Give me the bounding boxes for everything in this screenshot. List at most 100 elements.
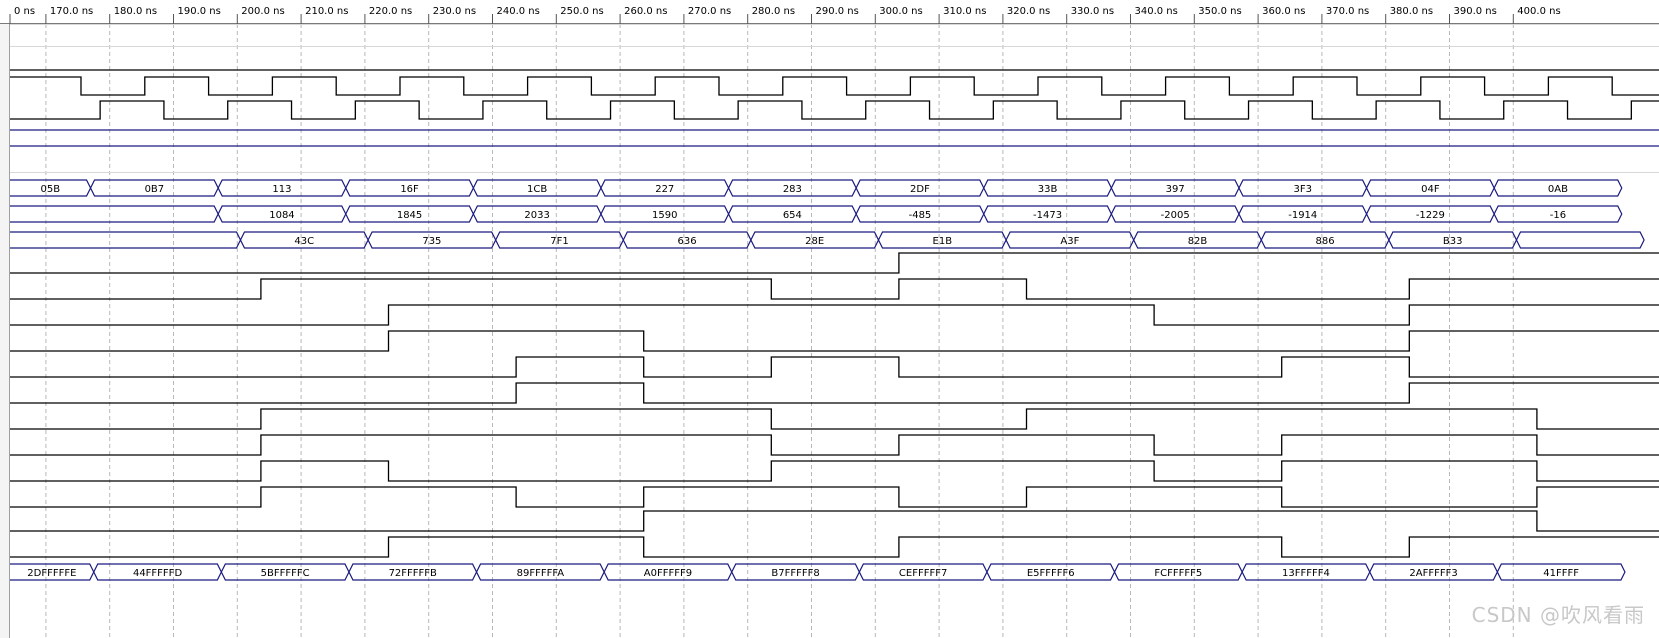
ruler-label: 380.0 ns: [1390, 6, 1433, 17]
ruler-label: 300.0 ns: [879, 6, 922, 17]
bus-value: 33B: [1038, 184, 1058, 195]
bus-value: 2033: [524, 210, 549, 221]
logic-wave: [10, 434, 1659, 456]
bus-segment: [1515, 231, 1645, 249]
ruler-label: 210.0 ns: [305, 6, 348, 17]
bus-segment: [1369, 563, 1499, 581]
logic-wave: [10, 486, 1659, 508]
bus-value: 3F3: [1294, 184, 1312, 195]
bus-value: 28E: [805, 236, 824, 247]
signal-row-1[interactable]: [10, 76, 1659, 96]
ruler-label: 320.0 ns: [1007, 6, 1050, 17]
bus-segment: [217, 205, 347, 223]
bus-value: 397: [1166, 184, 1185, 195]
ruler-label: 0 ns: [14, 6, 35, 17]
logic-wave: [10, 510, 1659, 532]
bus-segment: [345, 179, 475, 197]
bus-segment: [1493, 179, 1623, 197]
bus-segment: [1496, 563, 1626, 581]
bus-segment: [472, 205, 602, 223]
signal-name-gutter[interactable]: [0, 0, 10, 638]
signal-row-10[interactable]: [10, 278, 1659, 300]
bus-value: 0B7: [145, 184, 165, 195]
bus-value: 89FFFFFA: [517, 568, 565, 579]
bus-value: 04F: [1421, 184, 1440, 195]
ruler-label: 200.0 ns: [241, 6, 284, 17]
bus-segment: [858, 563, 988, 581]
bus-segment: [93, 563, 223, 581]
signal-row-9[interactable]: [10, 252, 1659, 274]
signal-row-20[interactable]: [10, 536, 1659, 558]
bus-segment: [1110, 179, 1240, 197]
signal-row-6[interactable]: 05B 0B7 113 16F 1CB 227 283 2DF 33B 397 3F3 04F 0AB: [10, 179, 1623, 197]
signal-row-19[interactable]: [10, 510, 1659, 532]
bus-value: 735: [422, 236, 441, 247]
bus-value: B33: [1443, 236, 1463, 247]
bus-segment: [367, 231, 497, 249]
bus-value: 1590: [652, 210, 677, 221]
bus-value: 227: [655, 184, 674, 195]
ruler-label: 220.0 ns: [369, 6, 412, 17]
bus-value: 0AB: [1548, 184, 1568, 195]
bus-segment: [1238, 205, 1368, 223]
signal-row-14[interactable]: [10, 382, 1659, 404]
signal-row-13[interactable]: [10, 356, 1659, 378]
bus-segment: [10, 205, 219, 223]
bus-value: 636: [678, 236, 697, 247]
bus-segment: [600, 205, 730, 223]
bus-segment: [986, 563, 1116, 581]
bus-segment: [1493, 205, 1623, 223]
bus-value: A3F: [1060, 236, 1079, 247]
signal-row-7[interactable]: 1084 1845 2033 1590 654 -485 -1473 -2005 -1914 -1…: [10, 205, 1623, 223]
bus-value: E5FFFFF6: [1027, 568, 1075, 579]
bus-segment: [1388, 231, 1518, 249]
bus-value: 283: [783, 184, 802, 195]
bus-segment: [1365, 179, 1495, 197]
time-ruler[interactable]: 0 ns 170.0 ns 180.0 ns 190.0 ns 200.0 ns 210.…: [0, 0, 1659, 24]
signal-row-15[interactable]: [10, 408, 1659, 430]
ruler-label: 260.0 ns: [624, 6, 667, 17]
ruler-label: 240.0 ns: [497, 6, 540, 17]
clock-wave: [10, 76, 1659, 96]
ruler-label: 230.0 ns: [433, 6, 476, 17]
bus-value: 2AFFFFF3: [1409, 568, 1457, 579]
bus-segment: [239, 231, 369, 249]
bus-segment: [727, 205, 857, 223]
bus-segment: [495, 231, 624, 249]
bus-value: -16: [1550, 210, 1566, 221]
bus-segment: [622, 231, 752, 249]
bus-value: 13FFFFF4: [1282, 568, 1330, 579]
signal-row-8[interactable]: 43C 735 7F1 636 28E E1B A3F 82B 886 B33: [10, 231, 1645, 249]
bus-segment: [600, 179, 730, 197]
bus-segment: [475, 563, 605, 581]
signal-row-12[interactable]: [10, 330, 1659, 352]
logic-wave: [10, 408, 1659, 430]
signal-row-11[interactable]: [10, 304, 1659, 326]
signal-row-17[interactable]: [10, 460, 1659, 482]
bus-value: 7F1: [550, 236, 568, 247]
bus-segment: [1133, 231, 1262, 249]
bus-value: 5BFFFFFC: [261, 568, 310, 579]
bus-segment: [472, 179, 602, 197]
signal-row-2[interactable]: [10, 100, 1659, 120]
bus-segment: [855, 179, 985, 197]
signal-row-16[interactable]: [10, 434, 1659, 456]
bus-value: B7FFFFF8: [771, 568, 819, 579]
bus-value: 43C: [294, 236, 314, 247]
bus-segment: [1113, 563, 1243, 581]
bus-segment: [750, 231, 880, 249]
bus-value: 886: [1316, 236, 1335, 247]
ruler-label: 290.0 ns: [816, 6, 859, 17]
logic-wave: [10, 356, 1659, 378]
bus-value: -1229: [1416, 210, 1445, 221]
signal-row-21[interactable]: 2DFFFFFE 44FFFFFD 5BFFFFFC 72FFFFFB 89FFFFFA…: [10, 563, 1626, 581]
ruler-label: 360.0 ns: [1262, 6, 1305, 17]
bus-value: 654: [783, 210, 802, 221]
ruler-label: 270.0 ns: [688, 6, 731, 17]
signal-row-18[interactable]: [10, 486, 1659, 508]
logic-wave: [10, 330, 1659, 352]
ruler-label: 370.0 ns: [1326, 6, 1369, 17]
bus-value: -2005: [1161, 210, 1190, 221]
